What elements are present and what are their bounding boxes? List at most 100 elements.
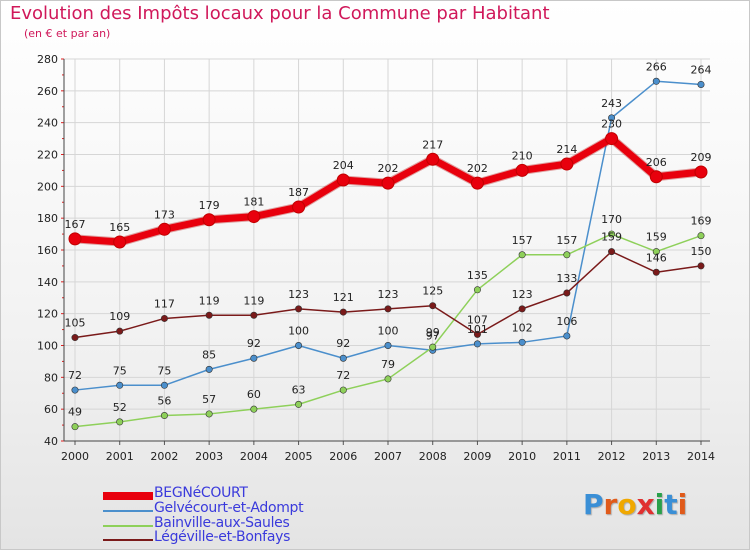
data-label: 165 [109, 221, 130, 234]
x-tick-label: 2008 [419, 450, 447, 463]
data-point [295, 305, 303, 313]
data-label: 92 [336, 337, 350, 350]
y-tick-label: 80 [44, 371, 58, 384]
data-label: 123 [378, 288, 399, 301]
data-label: 167 [65, 218, 86, 231]
data-label: 173 [154, 208, 175, 221]
legend-swatch [103, 539, 153, 541]
data-point [518, 251, 526, 259]
data-point [608, 230, 616, 238]
data-point [694, 165, 708, 179]
data-label: 230 [601, 118, 622, 131]
x-tick-label: 2012 [598, 450, 626, 463]
x-tick-label: 2001 [106, 450, 134, 463]
x-tick-label: 2005 [285, 450, 313, 463]
data-label: 72 [336, 369, 350, 382]
data-point [205, 365, 213, 373]
data-point [339, 386, 347, 394]
y-tick-label: 220 [37, 149, 58, 162]
data-point [71, 334, 79, 342]
legend-swatch [103, 492, 153, 500]
series-group [68, 77, 708, 431]
data-label: 79 [381, 358, 395, 371]
data-point [473, 340, 481, 348]
data-label: 146 [646, 251, 667, 264]
data-label: 214 [556, 143, 577, 156]
data-point [605, 132, 619, 146]
data-point [652, 268, 660, 276]
x-tick-label: 2004 [240, 450, 268, 463]
x-tick-label: 2002 [150, 450, 178, 463]
data-point [250, 354, 258, 362]
data-point [560, 157, 574, 171]
data-label: 117 [154, 297, 175, 310]
y-tick-label: 180 [37, 212, 58, 225]
data-point [295, 400, 303, 408]
data-point [652, 77, 660, 85]
x-tick-label: 2000 [61, 450, 89, 463]
data-label: 75 [157, 364, 171, 377]
data-point [295, 341, 303, 349]
y-tick-label: 240 [37, 117, 58, 130]
data-point [71, 423, 79, 431]
data-point [518, 338, 526, 346]
data-point [608, 114, 616, 122]
data-label: 187 [288, 186, 309, 199]
x-tick-label: 2011 [553, 450, 581, 463]
y-tick-label: 140 [37, 276, 58, 289]
data-label: 63 [292, 383, 306, 396]
data-point [429, 302, 437, 310]
data-label: 101 [467, 323, 488, 336]
data-point [515, 163, 529, 177]
data-label: 150 [691, 245, 712, 258]
data-label: 206 [646, 156, 667, 169]
data-labels: 167 165 173 179 181 187 204 202 217 202 210 214 230 2… [65, 60, 712, 418]
data-label: 204 [333, 159, 354, 172]
data-label: 85 [202, 348, 216, 361]
data-label: 159 [646, 231, 667, 244]
data-label: 202 [378, 162, 399, 175]
data-label: 135 [467, 269, 488, 282]
data-point [426, 152, 440, 166]
data-point [113, 235, 127, 249]
data-point [697, 262, 705, 270]
data-label: 52 [113, 401, 127, 414]
x-tick-label: 2007 [374, 450, 402, 463]
y-tick-label: 40 [44, 435, 58, 448]
y-tick-label: 200 [37, 180, 58, 193]
data-label: 157 [512, 234, 533, 247]
data-label: 157 [556, 234, 577, 247]
data-label: 49 [68, 406, 82, 419]
data-point [116, 327, 124, 335]
data-point [339, 308, 347, 316]
data-label: 100 [378, 325, 399, 338]
x-tick-label: 2010 [508, 450, 536, 463]
data-point [68, 232, 82, 246]
data-label: 97 [426, 329, 440, 342]
data-label: 264 [691, 63, 712, 76]
x-tick-label: 2013 [642, 450, 670, 463]
data-point [336, 173, 350, 187]
data-label: 105 [65, 317, 86, 330]
data-point [563, 251, 571, 259]
data-point [160, 314, 168, 322]
data-label: 107 [467, 313, 488, 326]
axes: 40 60 80 100 120 140 160 180 200 220 240 260 280 2000… [37, 53, 715, 463]
data-label: 109 [109, 310, 130, 323]
data-label: 133 [556, 272, 577, 285]
data-label: 99 [426, 326, 440, 339]
data-point [160, 381, 168, 389]
data-label: 92 [247, 337, 261, 350]
data-label: 60 [247, 388, 261, 401]
data-label: 75 [113, 364, 127, 377]
data-point [250, 311, 258, 319]
data-point [247, 210, 261, 224]
legend-label: BEGNéCOURT [154, 485, 248, 501]
y-tick-label: 160 [37, 244, 58, 257]
data-point [473, 286, 481, 294]
data-point [697, 232, 705, 240]
data-point [250, 405, 258, 413]
x-tick-label: 2006 [329, 450, 357, 463]
data-label: 179 [199, 199, 220, 212]
